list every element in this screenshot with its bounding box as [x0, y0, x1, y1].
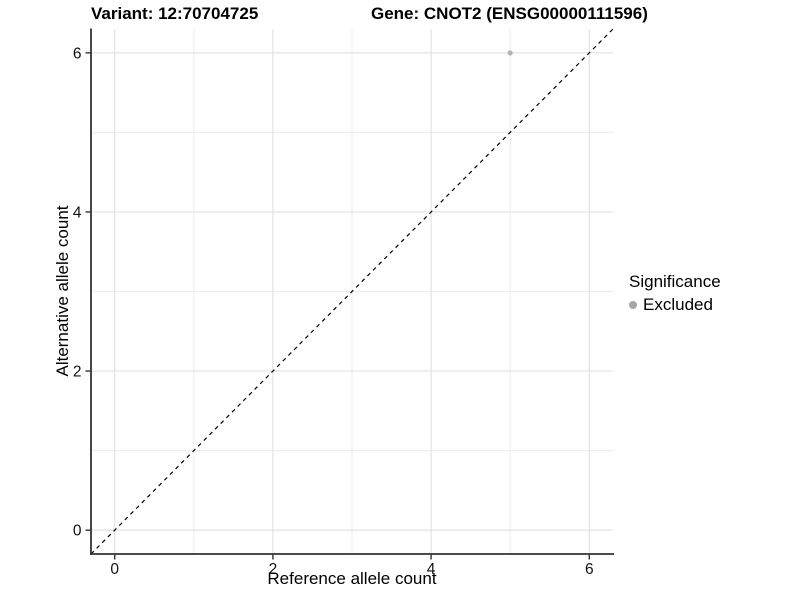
gene-title: Gene: CNOT2 (ENSG00000111596) [371, 4, 648, 23]
legend-point-swatch [629, 301, 637, 309]
x-tick-label: 4 [427, 561, 436, 578]
y-tick-label: 0 [73, 523, 82, 540]
y-tick-label: 4 [73, 204, 82, 221]
y-tick-label: 6 [73, 45, 82, 62]
y-axis-title: Alternative allele count [53, 205, 72, 377]
x-axis-title: Reference allele count [267, 569, 437, 588]
plot-area-svg: 0 2 4 6 0 2 4 6 [73, 28, 614, 578]
x-tick-label: 2 [269, 561, 278, 578]
plot-panel: 0 2 4 6 0 2 4 6 [73, 28, 614, 578]
data-point [507, 50, 513, 56]
legend-title: Significance [629, 272, 721, 291]
x-tick-label: 6 [585, 561, 594, 578]
legend-item-excluded: Excluded [629, 295, 721, 315]
x-tick-label: 0 [110, 561, 119, 578]
legend: Significance Excluded [629, 272, 721, 315]
legend-item-label: Excluded [643, 295, 713, 314]
reference-identity-line [90, 28, 614, 555]
y-tick-label: 2 [73, 364, 82, 381]
variant-title: Variant: 12:70704725 [91, 4, 259, 23]
